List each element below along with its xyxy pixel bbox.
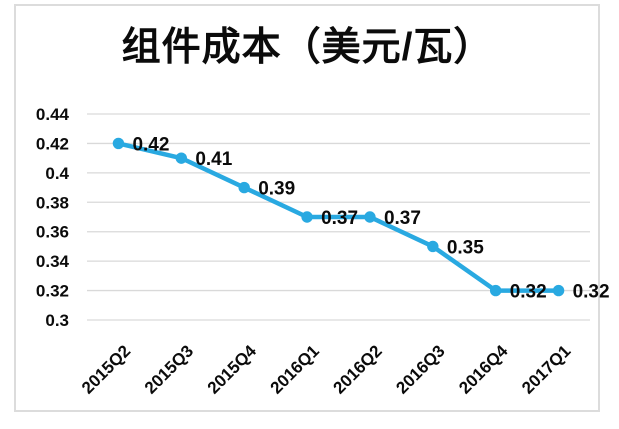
data-point-label: 0.35: [447, 237, 484, 258]
y-axis-tick-label: 0.38: [36, 193, 69, 212]
y-axis-tick-label: 0.32: [36, 282, 69, 301]
x-axis-tick-label: 2016Q3: [392, 341, 448, 397]
data-point-marker: [175, 152, 188, 164]
data-point-label: 0.32: [510, 282, 547, 303]
y-axis-tick-label: 0.34: [36, 252, 70, 271]
x-axis-tick-label: 2015Q4: [204, 341, 261, 398]
data-point-label: 0.42: [132, 134, 169, 155]
data-point-marker: [427, 240, 439, 253]
chart-title: 组件成本（美元/瓦）: [121, 26, 494, 69]
x-axis-tick-label: 2016Q1: [267, 341, 323, 397]
y-axis-tick-label: 0.3: [45, 311, 69, 330]
x-axis-tick-label: 2016Q2: [330, 341, 386, 397]
data-point-label: 0.37: [321, 208, 358, 229]
data-point-marker: [489, 284, 502, 297]
y-axis-tick-label: 0.44: [36, 105, 70, 124]
y-axis-tick-label: 0.36: [36, 223, 69, 242]
chart-frame: [14, 4, 600, 412]
x-axis-tick-label: 2015Q3: [141, 341, 197, 397]
data-point-marker: [364, 211, 376, 223]
data-point-marker: [238, 181, 250, 194]
x-axis-tick-label: 2015Q2: [78, 341, 134, 397]
data-point-label: 0.41: [195, 149, 232, 170]
data-point-label: 0.37: [384, 208, 421, 229]
y-axis-tick-label: 0.42: [36, 134, 69, 153]
data-point-marker: [552, 284, 565, 297]
data-point-label: 0.39: [258, 179, 295, 200]
data-point-marker: [301, 211, 313, 223]
data-point-marker: [112, 137, 125, 150]
y-axis-tick-label: 0.4: [45, 164, 69, 183]
x-axis-tick-label: 2016Q4: [455, 341, 512, 398]
x-axis-tick-label: 2017Q1: [518, 341, 574, 397]
data-line: [116, 141, 561, 293]
data-point-label: 0.32: [573, 282, 610, 303]
